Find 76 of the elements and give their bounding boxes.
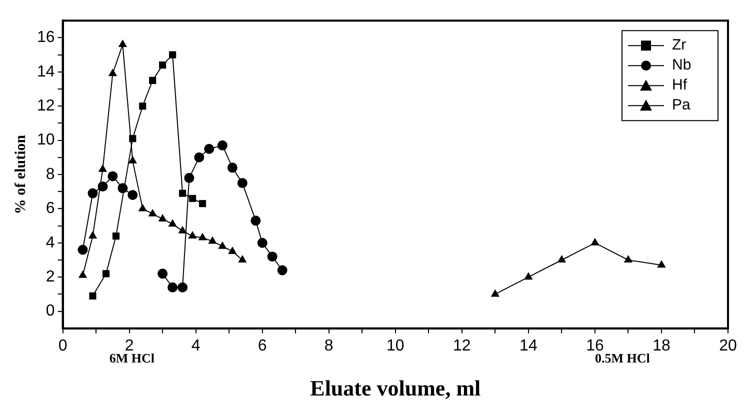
legend-label: Nb xyxy=(672,56,692,74)
point xyxy=(138,204,147,212)
point xyxy=(228,246,237,254)
point xyxy=(238,255,247,262)
point xyxy=(112,232,120,240)
point xyxy=(217,140,228,150)
x-tick-label: 14 xyxy=(520,337,538,354)
point xyxy=(128,156,137,164)
point xyxy=(194,152,204,162)
x-tick-label: 12 xyxy=(453,337,471,354)
y-tick-label: 12 xyxy=(37,98,55,115)
point xyxy=(277,265,288,276)
y-tick-label: 8 xyxy=(46,166,55,183)
point xyxy=(158,268,168,279)
y-tick-label: 10 xyxy=(37,132,55,149)
point xyxy=(188,231,197,239)
x-tick-label: 18 xyxy=(652,337,670,354)
point xyxy=(208,236,217,244)
point xyxy=(218,241,227,249)
point xyxy=(78,270,88,278)
point xyxy=(169,51,176,58)
point xyxy=(159,62,166,69)
legend-label: Zr xyxy=(672,36,686,54)
point xyxy=(184,172,194,183)
point xyxy=(98,164,108,172)
point xyxy=(102,270,110,278)
x-tick-label: 0 xyxy=(58,337,68,354)
point xyxy=(257,238,268,248)
point xyxy=(89,292,96,300)
point xyxy=(158,214,167,222)
y-axis-title: % of elution xyxy=(12,134,29,214)
point xyxy=(557,255,566,262)
y-tick-label: 6 xyxy=(46,200,55,218)
y-tick-label: 4 xyxy=(46,234,55,252)
point xyxy=(657,260,666,268)
point xyxy=(267,252,278,262)
point xyxy=(227,162,238,173)
point xyxy=(250,216,261,226)
point xyxy=(188,194,196,202)
point xyxy=(168,282,178,292)
point xyxy=(590,238,600,246)
y-tick-label: 16 xyxy=(37,29,55,46)
x-tick-label: 6 xyxy=(258,337,267,354)
point xyxy=(148,208,157,216)
point xyxy=(128,190,138,200)
x-tick-label: 4 xyxy=(191,337,200,354)
y-tick-label: 0 xyxy=(46,302,55,320)
point xyxy=(139,102,146,110)
point xyxy=(624,255,633,262)
point xyxy=(490,289,500,297)
point xyxy=(198,200,206,208)
y-tick-label: 2 xyxy=(46,268,55,286)
point xyxy=(98,181,108,192)
point xyxy=(178,282,188,292)
legend-label: Pa xyxy=(672,96,692,114)
point xyxy=(88,231,98,239)
point xyxy=(108,68,118,76)
y-tick-label: 14 xyxy=(37,63,55,80)
x-tick-label: 8 xyxy=(324,337,334,354)
point xyxy=(168,219,177,227)
x-tick-label: 10 xyxy=(386,337,404,354)
point xyxy=(88,188,98,198)
point xyxy=(524,272,533,280)
point xyxy=(178,226,187,234)
point xyxy=(179,190,186,197)
point xyxy=(237,178,248,188)
point xyxy=(129,135,136,142)
legend-label: Hf xyxy=(672,76,688,94)
point xyxy=(198,232,207,240)
x-axis-title: Eluate volume, ml xyxy=(310,375,481,400)
point xyxy=(108,171,118,182)
point xyxy=(149,76,156,84)
x-tick-label: 20 xyxy=(719,337,737,354)
point xyxy=(204,144,214,154)
point xyxy=(78,244,88,255)
point xyxy=(118,40,127,48)
